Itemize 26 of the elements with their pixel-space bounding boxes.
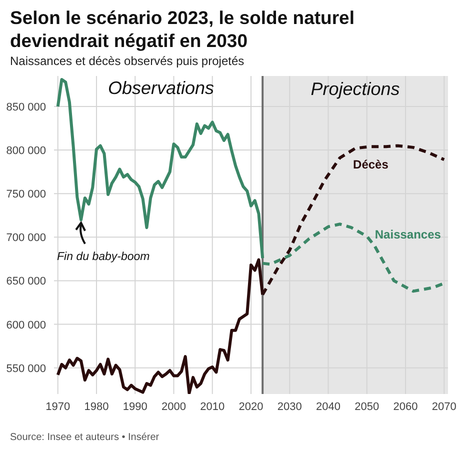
- y-tick-label: 800 000: [6, 145, 46, 158]
- y-tick-label: 650 000: [6, 276, 46, 288]
- y-tick-label: 550 000: [6, 362, 46, 375]
- annotation: Fin du baby-boom: [57, 250, 150, 263]
- y-tick-label: 750 000: [6, 188, 46, 201]
- x-tick-label: 2020: [238, 400, 264, 413]
- chart-title: Selon le scénario 2023, le solde naturel deviendrait négatif en 2030: [10, 6, 356, 52]
- x-tick-label: 2000: [162, 400, 186, 413]
- x-tick-label: 1980: [84, 400, 109, 413]
- series-label: Naissances: [374, 228, 442, 242]
- series-label: Décès: [353, 158, 389, 172]
- y-tick-label: 850 000: [6, 101, 46, 114]
- x-tick-label: 2050: [354, 400, 380, 413]
- chart-subtitle: Naissances et décès observés puis projetés: [10, 54, 244, 68]
- y-tick-label: 700 000: [6, 232, 46, 244]
- x-tick-label: 2040: [316, 400, 340, 413]
- x-tick-label: 2010: [200, 400, 225, 413]
- x-tick-label: 1990: [122, 400, 148, 413]
- x-tick-label: 1970: [46, 400, 70, 413]
- x-tick-label: 2030: [277, 400, 302, 413]
- x-tick-label: 2060: [393, 400, 418, 413]
- annotation: Observations: [106, 78, 216, 99]
- band-label: Projections: [310, 78, 400, 99]
- source-note: Source: Insee et auteurs • Insérer: [10, 432, 160, 443]
- x-tick-label: 2070: [432, 400, 456, 413]
- y-tick-label: 600 000: [6, 319, 46, 332]
